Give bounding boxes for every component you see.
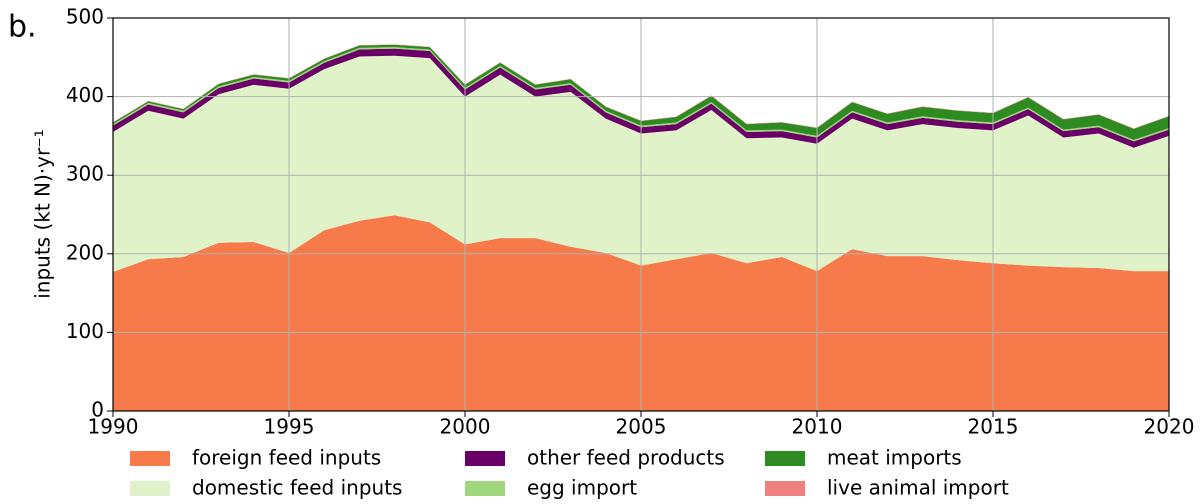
x-tick-label: 1995 [264,415,315,439]
legend-label: foreign feed inputs [192,446,381,470]
area [113,44,1169,140]
legend-label: live animal import [827,476,1009,500]
legend-swatch [130,481,170,496]
y-tick-label: 500 [66,5,104,29]
y-axis-label: inputs (kt N)·yr⁻¹ [31,129,55,299]
legend-swatch [465,481,505,496]
legend-label: egg import [527,476,637,500]
y-tick-label: 0 [91,398,104,422]
panel-label: b. [8,10,37,45]
y-tick-label: 100 [66,319,104,343]
x-tick-label: 2000 [440,415,491,439]
legend-swatch [765,451,805,466]
x-tick-label: 2020 [1144,415,1195,439]
legend-swatch [130,451,170,466]
legend-swatch [765,481,805,496]
area [113,48,1169,148]
legend-label: meat imports [827,446,962,470]
legend-swatch [465,451,505,466]
y-tick-label: 200 [66,240,104,264]
x-tick-label: 2015 [968,415,1019,439]
legend-label: domestic feed inputs [192,476,402,500]
y-tick-label: 400 [66,83,104,107]
x-tick-label: 2005 [616,415,667,439]
x-tick-label: 1990 [88,415,139,439]
legend-label: other feed products [527,446,725,470]
x-tick-label: 2010 [792,415,843,439]
y-tick-label: 300 [66,162,104,186]
